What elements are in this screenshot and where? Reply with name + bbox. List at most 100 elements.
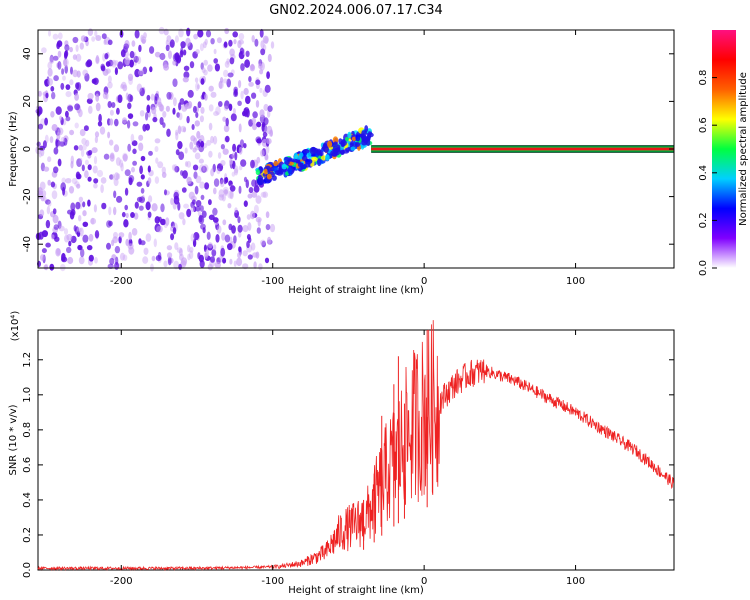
chirp-blob [297, 162, 303, 168]
noise-blob [222, 219, 227, 226]
noise-blob [240, 90, 244, 100]
noise-blob [40, 254, 45, 261]
noise-blob [193, 206, 197, 213]
noise-blob [111, 102, 116, 108]
noise-blob [127, 113, 134, 119]
snr-frame [37, 329, 675, 571]
noise-blob [255, 251, 260, 259]
noise-blob [179, 98, 185, 105]
noise-blob [77, 244, 82, 251]
noise-blob [147, 177, 152, 185]
noise-blob [229, 190, 234, 200]
noise-blob [127, 73, 134, 82]
noise-blob [208, 122, 213, 131]
noise-blob [81, 138, 87, 145]
y-tick-label: -20 [22, 188, 33, 204]
noise-blob [109, 118, 114, 126]
noise-blob [66, 246, 72, 254]
x-tick-label: -200 [110, 276, 133, 287]
noise-blob [237, 252, 242, 259]
noise-blob [143, 247, 149, 255]
noise-blob [87, 199, 91, 207]
noise-blob [76, 70, 81, 78]
noise-blob [223, 69, 229, 78]
y-tick-label: 0.6 [22, 457, 33, 473]
noise-blob [183, 65, 190, 72]
spectrogram-y-label: Frequency (Hz) [8, 111, 19, 187]
noise-blob [245, 179, 249, 189]
noise-blob [70, 155, 75, 165]
noise-blob [133, 212, 139, 220]
noise-blob [270, 41, 275, 49]
noise-blob [138, 142, 144, 152]
noise-blob [250, 210, 256, 220]
noise-blob [267, 53, 272, 63]
noise-blob [208, 85, 214, 92]
noise-blob [213, 178, 220, 187]
noise-blob [218, 189, 225, 198]
noise-blob [72, 36, 79, 44]
noise-blob [195, 49, 200, 55]
noise-blob [182, 76, 189, 83]
noise-blob [264, 155, 269, 161]
chirp-blob [304, 161, 311, 168]
y-tick-label: 1.2 [22, 352, 33, 368]
noise-blob [199, 115, 204, 123]
noise-blob [67, 256, 74, 265]
noise-blob [93, 77, 99, 86]
noise-blob [264, 257, 270, 264]
noise-blob [139, 87, 145, 97]
noise-blob [189, 141, 194, 150]
noise-blob [174, 165, 180, 173]
noise-blob [215, 234, 220, 243]
noise-blob [57, 158, 62, 167]
noise-blob [248, 187, 254, 194]
noise-blob [226, 78, 231, 88]
noise-blob [105, 68, 111, 74]
noise-blob [245, 50, 250, 57]
noise-blob [117, 94, 123, 103]
noise-blob [176, 112, 181, 118]
noise-blob [210, 38, 215, 45]
noise-blob [264, 37, 269, 45]
noise-blob [192, 199, 196, 205]
noise-blob [162, 111, 167, 118]
noise-blob [74, 93, 79, 101]
noise-blob [53, 147, 59, 155]
noise-blob [186, 115, 190, 124]
noise-blob [139, 196, 145, 204]
noise-blob [70, 66, 73, 75]
noise-blob [88, 254, 94, 262]
noise-blob [222, 257, 227, 264]
noise-blob [234, 209, 240, 219]
noise-blob [93, 183, 98, 189]
noise-blob [90, 217, 97, 225]
noise-blob [87, 164, 92, 171]
y-tick-label: 0.0 [22, 562, 33, 578]
noise-blob [114, 245, 121, 254]
noise-blob [47, 78, 53, 86]
noise-blob [265, 145, 270, 154]
noise-blob [47, 61, 53, 70]
y-tick-label: 40 [22, 47, 33, 60]
colorbar-tick-label: 0.2 [698, 212, 709, 228]
noise-blob [80, 148, 85, 157]
snr-x-label: Height of straight line (km) [288, 585, 424, 596]
noise-blob [166, 128, 171, 137]
noise-blob [65, 91, 72, 98]
noise-blob [45, 199, 51, 205]
noise-blob [45, 242, 51, 248]
noise-blob [194, 120, 200, 127]
noise-blob [233, 39, 237, 45]
noise-blob [79, 129, 86, 137]
noise-blob [250, 63, 255, 70]
noise-blob [250, 242, 256, 251]
noise-blob [196, 130, 201, 139]
noise-blob [262, 35, 269, 44]
chirp-blob [255, 169, 261, 176]
noise-blob [200, 106, 205, 114]
noise-blob [164, 189, 167, 196]
noise-blob [76, 227, 82, 233]
noise-blob [94, 30, 98, 37]
noise-blob [238, 246, 242, 253]
